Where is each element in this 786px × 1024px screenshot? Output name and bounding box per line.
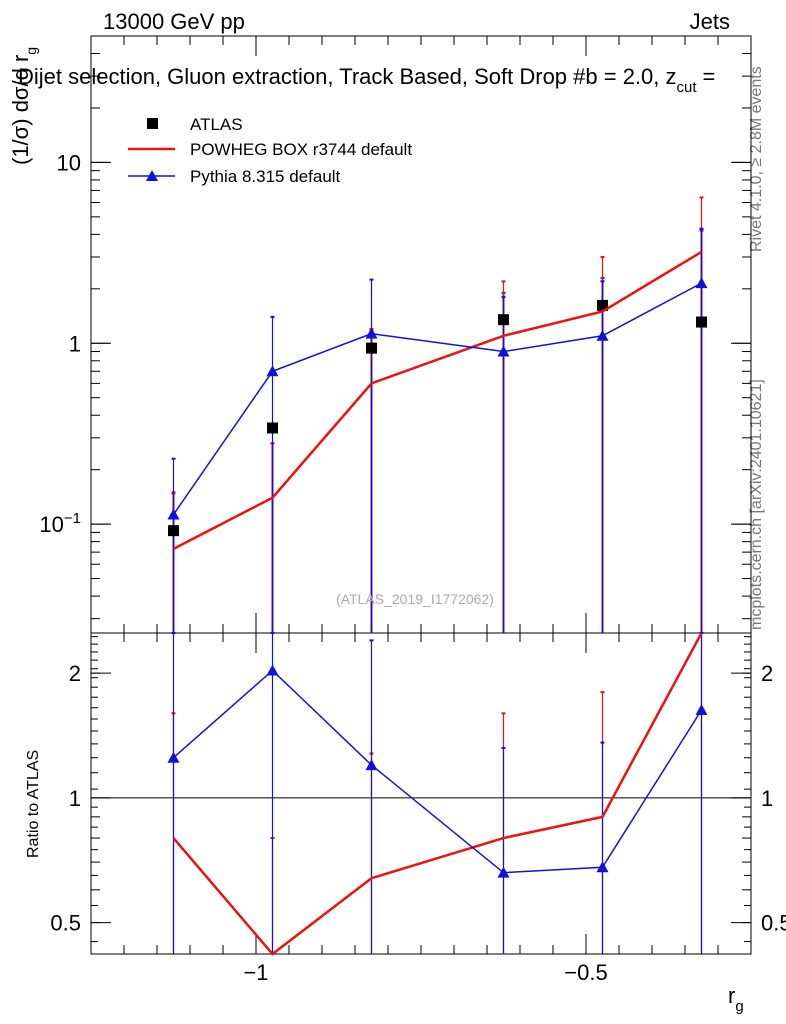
ratio-plot: 0.5 0.5 1 1 2 2 −1 −0.5 bbox=[50, 632, 786, 985]
ratio-y-tick-label: 2 bbox=[69, 661, 81, 686]
main-y-tick-label: 10 bbox=[57, 150, 81, 175]
ratio-powheg-line bbox=[172, 632, 703, 956]
main-y-tick-label: 1 bbox=[69, 331, 81, 356]
legend-powheg-label: POWHEG BOX r3744 default bbox=[190, 140, 412, 159]
main-pythia-point bbox=[497, 345, 510, 357]
ratio-pythia-point bbox=[596, 861, 609, 873]
x-axis-label: rg bbox=[728, 983, 744, 1015]
legend: ATLAS POWHEG BOX r3744 default Pythia 8.… bbox=[128, 115, 412, 186]
main-atlas-point bbox=[168, 525, 179, 537]
main-pythia-point bbox=[596, 329, 609, 341]
analysis-id-label: (ATLAS_2019_I1772062) bbox=[336, 591, 494, 607]
ratio-pythia-point bbox=[695, 703, 708, 715]
ratio-pythia-point bbox=[167, 751, 180, 763]
ratio-pythia-point bbox=[365, 759, 378, 771]
jets-label: Jets bbox=[690, 9, 730, 34]
main-atlas-point bbox=[597, 299, 608, 311]
main-pythia-point bbox=[266, 365, 279, 377]
ratio-pythia-point bbox=[497, 866, 510, 878]
legend-pythia-marker bbox=[146, 170, 158, 181]
main-pythia-line bbox=[172, 282, 702, 515]
main-y-axis-label: (1/σ) dσ/d rg bbox=[8, 47, 39, 165]
ratio-y-tick-label-right: 1 bbox=[761, 786, 773, 811]
main-plot: 10−1 1 10 bbox=[39, 35, 752, 633]
main-pythia-point bbox=[695, 277, 708, 289]
main-pythia-point bbox=[167, 508, 180, 520]
ratio-plot-frame bbox=[90, 632, 752, 955]
ratio-y-tick-label-right: 2 bbox=[761, 661, 773, 686]
ratio-pythia-point bbox=[266, 664, 279, 676]
ratio-y-tick-label: 1 bbox=[69, 786, 81, 811]
main-y-tick-label: 10−1 bbox=[39, 510, 81, 537]
plot-title: Dijet selection, Gluon extraction, Track… bbox=[18, 64, 715, 96]
rivet-version-label: Rivet 4.1.0, ≥ 2.8M events bbox=[748, 66, 765, 252]
ratio-y-axis-label: Ratio to ATLAS bbox=[25, 750, 42, 858]
main-atlas-point bbox=[696, 316, 707, 328]
legend-pythia-label: Pythia 8.315 default bbox=[190, 167, 341, 186]
legend-atlas-marker bbox=[147, 118, 158, 129]
ratio-y-tick-label-right: 0.5 bbox=[761, 911, 786, 936]
main-pythia-point bbox=[365, 327, 378, 339]
mcplots-label: mcplots.cern.ch [arXiv:2401.10621] bbox=[748, 379, 765, 630]
ratio-x-tick-label: −1 bbox=[243, 960, 268, 985]
energy-label: 13000 GeV pp bbox=[103, 9, 245, 34]
ratio-y-tick-label: 0.5 bbox=[50, 911, 81, 936]
main-atlas-point bbox=[498, 314, 509, 326]
main-atlas-point bbox=[267, 422, 278, 434]
main-atlas-point bbox=[366, 342, 377, 354]
legend-atlas-label: ATLAS bbox=[190, 115, 243, 134]
ratio-pythia-line bbox=[173, 669, 703, 874]
main-powheg-line bbox=[172, 250, 703, 550]
ratio-x-tick-label: −0.5 bbox=[564, 960, 607, 985]
